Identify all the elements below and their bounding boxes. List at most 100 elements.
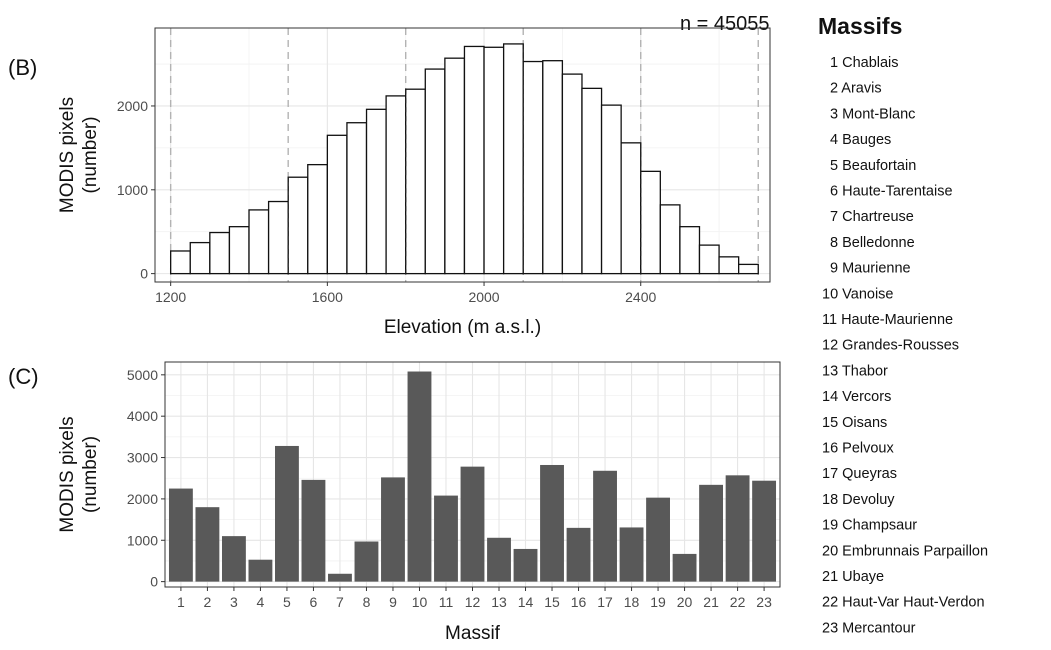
y-tick-label: 0 (150, 574, 158, 590)
massif-bar (672, 553, 697, 582)
legend-item: 2 Aravis (830, 81, 882, 97)
massif-bar (619, 527, 644, 582)
massif-bar (725, 475, 750, 582)
x-tick-label: 2400 (625, 289, 656, 305)
y-tick-label: 1000 (127, 532, 158, 548)
legend-item: 5 Beaufortain (830, 158, 916, 174)
legend-item: 4 Bauges (830, 132, 891, 148)
legend-item: 18 Devoluy (822, 492, 895, 508)
legend-item: 3 Mont-Blanc (830, 106, 915, 122)
histogram-bar (600, 104, 622, 275)
legend-item: 17 Queyras (822, 466, 897, 482)
histogram-bar (405, 88, 426, 275)
massif-bar-y-title-line2: (number) (80, 436, 101, 513)
histogram-bar (365, 108, 387, 275)
massif-bar (566, 527, 591, 582)
histogram-bar (640, 170, 661, 275)
histogram-bar (738, 263, 759, 275)
y-tick-label: 2000 (117, 98, 148, 114)
legend-item: 9 Maurienne (830, 261, 911, 277)
massif-bar (328, 573, 352, 582)
histogram-bar (679, 226, 701, 275)
x-tick-label: 8 (363, 594, 371, 610)
elevation-histogram-y-title-line2: (number) (80, 116, 101, 193)
histogram-bar (561, 73, 583, 275)
massif-bar (407, 371, 432, 582)
x-tick-label: 7 (336, 594, 344, 610)
sample-size-label: n = 45055 (680, 13, 770, 35)
panel-label-c: (C) (8, 364, 39, 389)
massif-bar (513, 548, 538, 582)
histogram-bar (170, 250, 191, 275)
massif-bar (540, 464, 564, 582)
x-tick-label: 2000 (468, 289, 499, 305)
panel-label-b: (B) (8, 55, 37, 80)
histogram-bar (659, 204, 681, 275)
legend-item: 19 Champsaur (822, 518, 917, 534)
histogram-bar (620, 142, 642, 275)
x-tick-label: 14 (518, 594, 534, 610)
x-tick-label: 15 (544, 594, 560, 610)
elevation-histogram-bars (170, 43, 759, 275)
histogram-bar (502, 43, 524, 275)
massif-bar (593, 470, 617, 582)
histogram-bar (385, 95, 407, 275)
legend-item: 1 Chablais (830, 55, 899, 71)
elevation-histogram-y-title-line1: MODIS pixels (57, 97, 78, 213)
massif-bar (301, 479, 326, 582)
histogram-bar (522, 60, 544, 275)
x-tick-label: 22 (730, 594, 746, 610)
x-tick-label: 2 (204, 594, 212, 610)
legend-item: 12 Grandes-Rousses (822, 338, 959, 354)
massif-bar (434, 495, 458, 582)
massif-bar (752, 480, 777, 582)
histogram-bar (209, 231, 231, 275)
histogram-bar (228, 226, 250, 275)
massif-bar-x-ticks: 1 2 3 4 5 6 7 8 9 10 11 12 13 14 15 16 17 18 19 20 21 22 23 (177, 587, 772, 610)
x-tick-label: 6 (310, 594, 318, 610)
x-tick-label: 19 (650, 594, 666, 610)
legend-item: 10 Vanoise (822, 286, 893, 302)
massif-bar (275, 445, 299, 582)
histogram-bar (189, 241, 211, 275)
massif-bar (354, 541, 379, 582)
x-tick-label: 9 (389, 594, 397, 610)
histogram-bar (248, 209, 270, 275)
x-tick-label: 13 (491, 594, 507, 610)
histogram-bar (483, 46, 505, 275)
x-tick-label: 11 (439, 594, 454, 610)
y-tick-label: 5000 (127, 367, 158, 383)
legend-item: 13 Thabor (822, 363, 888, 379)
x-tick-label: 17 (597, 594, 613, 610)
x-tick-label: 12 (465, 594, 481, 610)
elevation-histogram-border (154, 27, 771, 283)
x-tick-label: 3 (230, 594, 238, 610)
histogram-bar (718, 256, 740, 275)
legend-item: 23 Mercantour (822, 620, 916, 636)
massif-legend: Massifs 1 Chablais 2 Aravis 3 Mont-Blanc 4 … (818, 13, 988, 636)
histogram-bar (424, 68, 446, 275)
massif-bar (646, 497, 670, 582)
histogram-bar (581, 87, 603, 275)
elevation-histogram-panel: (B) 0 1000 2000 1200 1600 2000 2400 MODIS pix… (8, 27, 771, 338)
legend-items: 1 Chablais 2 Aravis 3 Mont-Blanc 4 Bauges 5 … (822, 55, 988, 636)
legend-item: 20 Embrunnais Parpaillon (822, 543, 988, 559)
histogram-bar (463, 45, 485, 275)
legend-item: 22 Haut-Var Haut-Verdon (822, 595, 985, 611)
massif-bar (168, 488, 193, 582)
elevation-histogram-y-ticks: 0 1000 2000 (117, 98, 155, 282)
legend-item: 16 Pelvoux (822, 441, 894, 457)
x-tick-label: 4 (257, 594, 265, 610)
massif-bar (248, 559, 273, 582)
legend-item: 15 Oisans (822, 415, 887, 431)
elevation-histogram-x-title: Elevation (m a.s.l.) (384, 317, 541, 338)
x-tick-label: 1600 (312, 289, 343, 305)
legend-item: 8 Belledonne (830, 235, 915, 251)
x-tick-label: 1200 (155, 289, 186, 305)
x-tick-label: 21 (703, 594, 719, 610)
histogram-bar (326, 134, 348, 275)
x-tick-label: 16 (571, 594, 587, 610)
legend-item: 7 Chartreuse (830, 209, 914, 225)
